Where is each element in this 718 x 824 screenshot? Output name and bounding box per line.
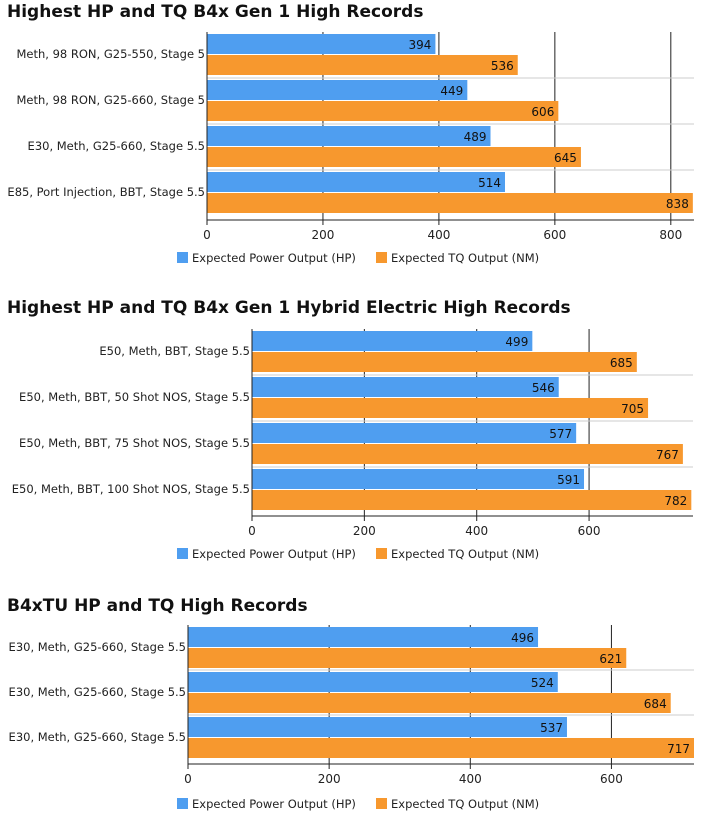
category-label: E50, Meth, BBT, 75 Shot NOS, Stage 5.5 bbox=[19, 436, 250, 450]
category-label: E50, Meth, BBT, Stage 5.5 bbox=[99, 344, 250, 358]
hp-value-label: 524 bbox=[531, 676, 554, 690]
tq-value-label: 685 bbox=[610, 356, 633, 370]
legend-label-hp: Expected Power Output (HP) bbox=[192, 797, 356, 811]
x-tick-label: 200 bbox=[318, 772, 341, 786]
hp-value-label: 591 bbox=[557, 473, 580, 487]
hp-value-label: 537 bbox=[540, 721, 563, 735]
legend-label-tq: Expected TQ Output (NM) bbox=[391, 797, 539, 811]
tq-bar bbox=[207, 193, 693, 213]
tq-value-label: 782 bbox=[664, 494, 687, 508]
x-tick-label: 400 bbox=[459, 772, 482, 786]
chart-panel-gen1: Highest HP and TQ B4x Gen 1 High Records… bbox=[0, 0, 718, 275]
tq-value-label: 684 bbox=[644, 697, 667, 711]
hp-bar bbox=[188, 672, 558, 692]
x-tick-label: 600 bbox=[600, 772, 623, 786]
chart-panel-hybrid: Highest HP and TQ B4x Gen 1 Hybrid Elect… bbox=[0, 296, 718, 571]
hp-value-label: 577 bbox=[549, 427, 572, 441]
legend-swatch-hp bbox=[177, 548, 188, 559]
hp-value-label: 514 bbox=[478, 176, 501, 190]
category-label: Meth, 98 RON, G25-660, Stage 5 bbox=[16, 93, 205, 107]
tq-bar bbox=[207, 55, 518, 75]
hp-bar bbox=[188, 627, 539, 647]
category-label: E30, Meth, G25-660, Stage 5.5 bbox=[9, 730, 186, 744]
tq-value-label: 838 bbox=[666, 197, 689, 211]
x-tick-label: 0 bbox=[248, 524, 256, 538]
x-tick-label: 0 bbox=[203, 228, 211, 242]
tq-bar bbox=[252, 398, 649, 418]
legend-label-tq: Expected TQ Output (NM) bbox=[391, 251, 539, 265]
tq-value-label: 705 bbox=[621, 402, 644, 416]
tq-bar bbox=[252, 490, 692, 510]
category-label: E30, Meth, G25-660, Stage 5.5 bbox=[9, 685, 186, 699]
tq-bar bbox=[207, 147, 581, 167]
category-label: E30, Meth, G25-660, Stage 5.5 bbox=[28, 139, 205, 153]
chart-svg-b4xtu: 496 621 E30, Meth, G25-660, Stage 5.5 524 68… bbox=[9, 625, 694, 811]
legend-swatch-tq bbox=[376, 548, 387, 559]
category-label: E50, Meth, BBT, 50 Shot NOS, Stage 5.5 bbox=[19, 390, 250, 404]
chart-svg-hybrid: 499 685 E50, Meth, BBT, Stage 5.5 546 705 E50… bbox=[12, 329, 693, 561]
hp-bar bbox=[207, 126, 491, 146]
tq-value-label: 767 bbox=[656, 448, 679, 462]
hp-bar bbox=[252, 469, 585, 489]
hp-bar bbox=[252, 331, 533, 351]
tq-value-label: 717 bbox=[667, 742, 690, 756]
hp-bar bbox=[252, 423, 577, 443]
tq-value-label: 606 bbox=[531, 105, 554, 119]
hp-value-label: 489 bbox=[464, 130, 487, 144]
x-tick-label: 200 bbox=[311, 228, 334, 242]
hp-value-label: 499 bbox=[505, 335, 528, 349]
chart-title: Highest HP and TQ B4x Gen 1 High Records bbox=[7, 2, 424, 22]
x-tick-label: 400 bbox=[465, 524, 488, 538]
category-label: E50, Meth, BBT, 100 Shot NOS, Stage 5.5 bbox=[12, 482, 250, 496]
legend-label-tq: Expected TQ Output (NM) bbox=[391, 547, 539, 561]
legend-swatch-hp bbox=[177, 252, 188, 263]
tq-bar bbox=[207, 101, 559, 121]
hp-bar bbox=[207, 172, 505, 192]
category-label: E85, Port Injection, BBT, Stage 5.5 bbox=[7, 185, 205, 199]
tq-value-label: 621 bbox=[599, 652, 622, 666]
category-label: Meth, 98 RON, G25-550, Stage 5 bbox=[16, 47, 205, 61]
legend-swatch-tq bbox=[376, 798, 387, 809]
chart-svg-gen1: 394 536 Meth, 98 RON, G25-550, Stage 5 449 6… bbox=[7, 32, 694, 265]
tq-value-label: 536 bbox=[491, 59, 514, 73]
hp-value-label: 546 bbox=[532, 381, 555, 395]
hp-bar bbox=[207, 80, 468, 100]
x-tick-label: 400 bbox=[427, 228, 450, 242]
hp-value-label: 449 bbox=[440, 84, 463, 98]
hp-bar bbox=[252, 377, 559, 397]
chart-title: B4xTU HP and TQ High Records bbox=[7, 596, 308, 616]
category-label: E30, Meth, G25-660, Stage 5.5 bbox=[9, 640, 186, 654]
legend-label-hp: Expected Power Output (HP) bbox=[192, 547, 356, 561]
legend-label-hp: Expected Power Output (HP) bbox=[192, 251, 356, 265]
hp-bar bbox=[207, 34, 436, 54]
x-tick-label: 800 bbox=[659, 228, 682, 242]
x-tick-label: 600 bbox=[543, 228, 566, 242]
tq-bar bbox=[188, 648, 627, 668]
chart-title: Highest HP and TQ B4x Gen 1 Hybrid Elect… bbox=[7, 298, 571, 318]
x-tick-label: 600 bbox=[578, 524, 601, 538]
hp-value-label: 496 bbox=[511, 631, 534, 645]
tq-value-label: 645 bbox=[554, 151, 577, 165]
legend-swatch-hp bbox=[177, 798, 188, 809]
x-tick-label: 200 bbox=[353, 524, 376, 538]
legend-swatch-tq bbox=[376, 252, 387, 263]
chart-panel-b4xtu: B4xTU HP and TQ High Records 496 621 E30, … bbox=[0, 594, 718, 824]
x-tick-label: 0 bbox=[184, 772, 192, 786]
tq-bar bbox=[252, 444, 683, 464]
hp-bar bbox=[188, 717, 567, 737]
tq-bar bbox=[188, 738, 694, 758]
hp-value-label: 394 bbox=[409, 38, 432, 52]
tq-bar bbox=[188, 693, 671, 713]
tq-bar bbox=[252, 352, 637, 372]
